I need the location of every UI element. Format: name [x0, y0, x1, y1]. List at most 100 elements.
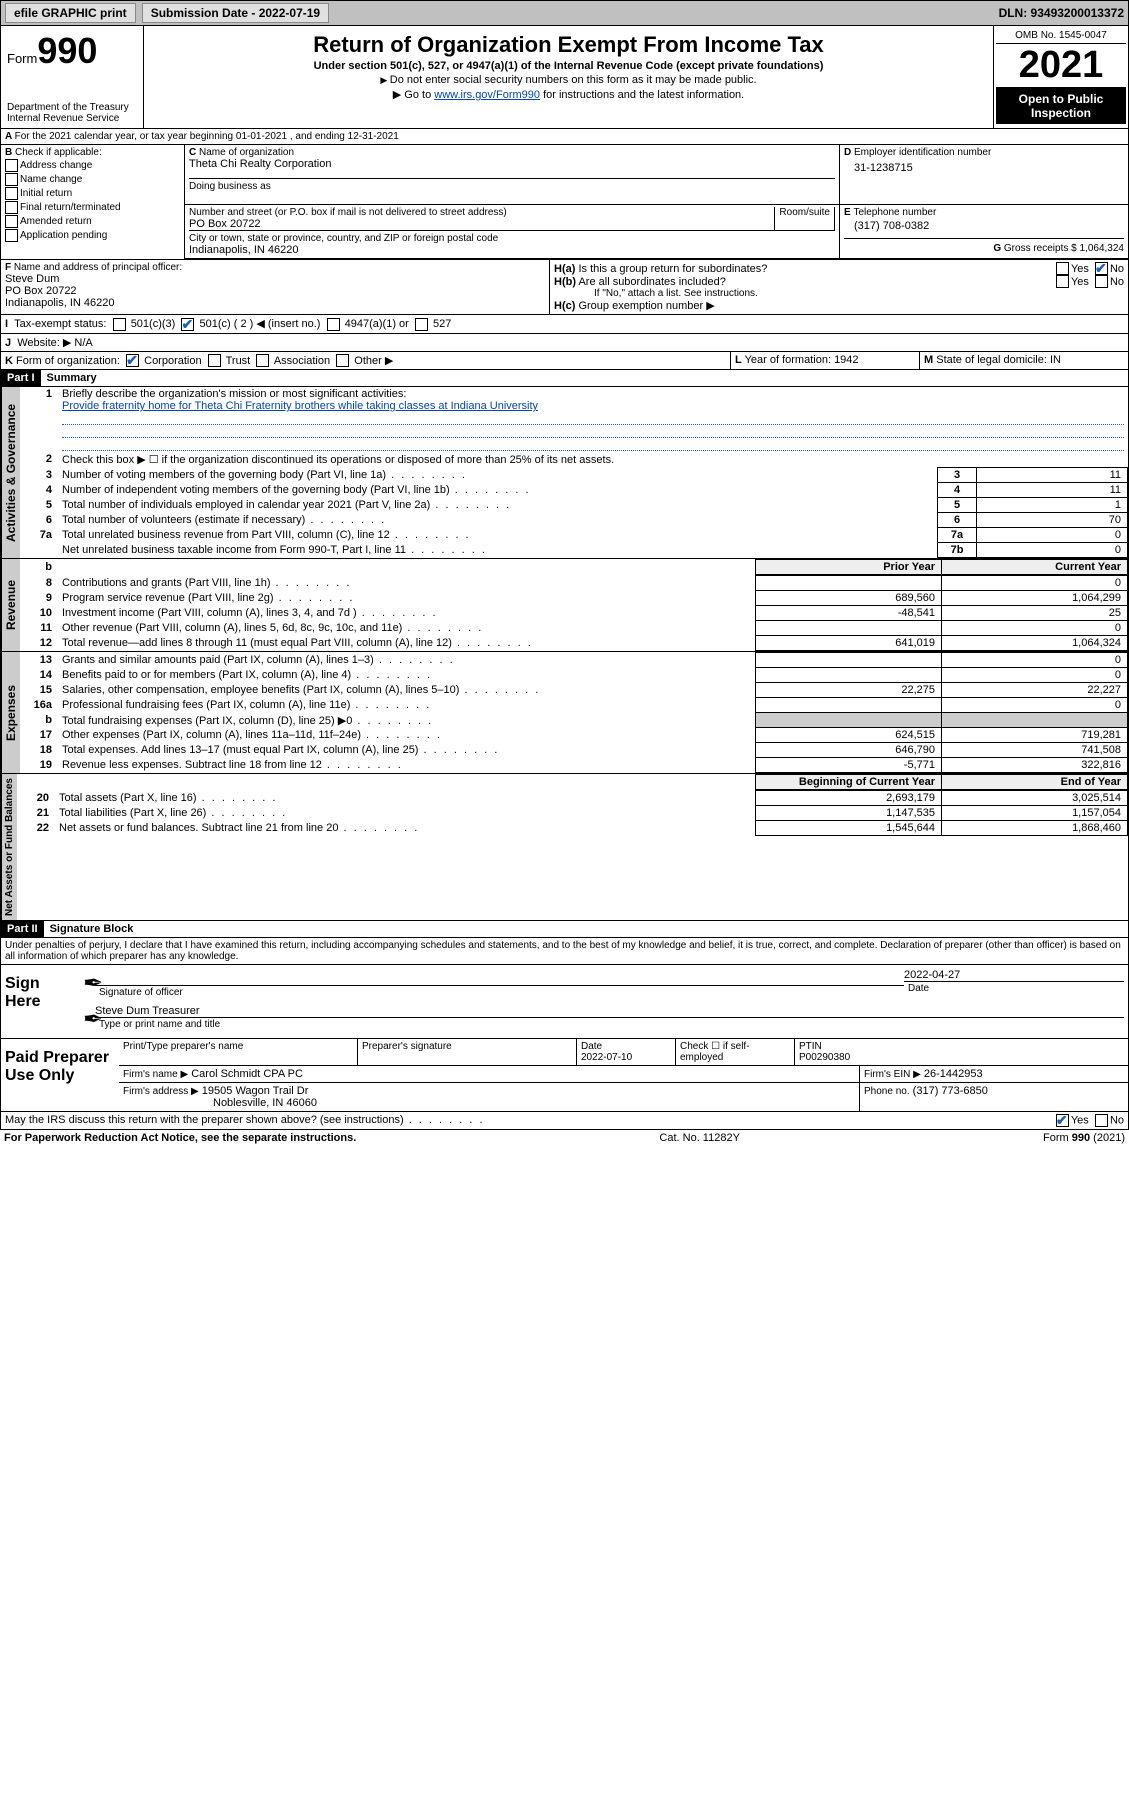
checkbox-other[interactable]: [336, 354, 349, 367]
form-number: Form990: [7, 30, 137, 72]
signature-block: Sign Here ✒ Signature of officer 2022-04…: [0, 965, 1129, 1039]
firm-phone: (317) 773-6850: [913, 1085, 988, 1097]
firm-name: Carol Schmidt CPA PC: [191, 1068, 303, 1080]
table-row: 19Revenue less expenses. Subtract line 1…: [20, 758, 1128, 773]
firm-ein: 26-1442953: [924, 1068, 983, 1080]
part-i-body: Activities & Governance 1 Briefly descri…: [0, 387, 1129, 559]
table-row: 22Net assets or fund balances. Subtract …: [17, 821, 1128, 836]
checkbox-hb-yes[interactable]: [1056, 275, 1069, 288]
street-address: PO Box 20722: [189, 218, 774, 230]
table-row: 21Total liabilities (Part X, line 26)1,1…: [17, 806, 1128, 821]
ptin-value: P00290380: [799, 1052, 850, 1063]
table-row: 18Total expenses. Add lines 13–17 (must …: [20, 743, 1128, 758]
line-klm: K Form of organization: Corporation Trus…: [0, 352, 1129, 371]
org-name: Theta Chi Realty Corporation: [189, 158, 835, 170]
dept-label: Department of the Treasury: [7, 102, 137, 113]
checkbox-discuss-no[interactable]: [1095, 1114, 1108, 1127]
netassets-block: Net Assets or Fund Balances Beginning of…: [0, 774, 1129, 921]
form-note-1: Do not enter social security numbers on …: [152, 74, 985, 86]
section-b: B Check if applicable: Address change Na…: [1, 145, 185, 259]
expenses-block: Expenses 13Grants and similar amounts pa…: [0, 652, 1129, 774]
table-row: 16aProfessional fundraising fees (Part I…: [20, 698, 1128, 713]
checkbox-4947a1[interactable]: [327, 318, 340, 331]
firm-address-2: Noblesville, IN 46060: [123, 1097, 317, 1109]
checkbox-527[interactable]: [415, 318, 428, 331]
form-title: Return of Organization Exempt From Incom…: [152, 32, 985, 58]
sign-here-label: Sign Here: [1, 965, 79, 1038]
checkbox-name-change[interactable]: [5, 173, 18, 186]
table-row: 20Total assets (Part X, line 16)2,693,17…: [17, 791, 1128, 806]
checkbox-application-pending[interactable]: [5, 229, 18, 242]
checkbox-final-return[interactable]: [5, 201, 18, 214]
table-row: 5Total number of individuals employed in…: [20, 498, 1128, 513]
table-row: bTotal fundraising expenses (Part IX, co…: [20, 713, 1128, 728]
vtab-netassets: Net Assets or Fund Balances: [1, 774, 17, 920]
telephone: (317) 708-0382: [844, 218, 1124, 238]
table-row: 17Other expenses (Part IX, column (A), l…: [20, 728, 1128, 743]
signature-date: 2022-04-27: [904, 969, 1124, 981]
year-formation: 1942: [834, 354, 858, 366]
checkbox-discuss-yes[interactable]: [1056, 1114, 1069, 1127]
signature-of-officer-label: Signature of officer: [95, 985, 904, 999]
col-eoy: End of Year: [942, 775, 1128, 790]
checkbox-ha-no[interactable]: [1095, 262, 1108, 275]
table-row: 7aTotal unrelated business revenue from …: [20, 528, 1128, 543]
website-value: N/A: [74, 337, 92, 349]
section-c: C Name of organization Theta Chi Realty …: [185, 145, 1128, 259]
col-boy: Beginning of Current Year: [756, 775, 942, 790]
may-irs-discuss: May the IRS discuss this return with the…: [0, 1112, 1129, 1130]
checkbox-ha-yes[interactable]: [1056, 262, 1069, 275]
omb-number: OMB No. 1545-0047: [996, 28, 1126, 44]
table-row: 4Number of independent voting members of…: [20, 483, 1128, 498]
officer-group-block: F Name and address of principal officer:…: [0, 260, 1129, 315]
revenue-block: Revenue b Prior Year Current Year 8Contr…: [0, 559, 1129, 652]
col-prior-year: Prior Year: [756, 560, 942, 575]
table-row: 3Number of voting members of the governi…: [20, 468, 1128, 483]
vtab-revenue: Revenue: [1, 559, 20, 651]
efile-print-button[interactable]: efile GRAPHIC print: [5, 3, 136, 23]
tax-year: 2021: [996, 44, 1126, 88]
ein: 31-1238715: [844, 158, 1124, 174]
line-a: A For the 2021 calendar year, or tax yea…: [0, 129, 1129, 145]
top-toolbar: efile GRAPHIC print Submission Date - 20…: [0, 0, 1129, 26]
checkbox-initial-return[interactable]: [5, 187, 18, 200]
line-i: I Tax-exempt status: 501(c)(3) 501(c) ( …: [0, 315, 1129, 334]
table-row: 10Investment income (Part VIII, column (…: [20, 606, 1128, 621]
perjury-declaration: Under penalties of perjury, I declare th…: [0, 938, 1129, 965]
col-current-year: Current Year: [942, 560, 1128, 575]
officer-name-title: Steve Dum Treasurer: [95, 1005, 1124, 1017]
vtab-governance: Activities & Governance: [1, 387, 20, 558]
preparer-date: 2022-07-10: [581, 1052, 632, 1063]
checkbox-association[interactable]: [256, 354, 269, 367]
checkbox-501c[interactable]: [181, 318, 194, 331]
table-row: 9Program service revenue (Part VIII, lin…: [20, 591, 1128, 606]
open-inspection-badge: Open to PublicInspection: [996, 88, 1126, 124]
form-header: Form990 Department of the Treasury Inter…: [0, 26, 1129, 129]
irs-link[interactable]: www.irs.gov/Form990: [434, 89, 540, 101]
paid-preparer-block: Paid Preparer Use Only Print/Type prepar…: [0, 1039, 1129, 1112]
mission-text[interactable]: Provide fraternity home for Theta Chi Fr…: [62, 400, 538, 412]
page-footer: For Paperwork Reduction Act Notice, see …: [0, 1130, 1129, 1146]
form-note-2: ▶ Go to www.irs.gov/Form990 for instruct…: [152, 88, 985, 101]
irs-label: Internal Revenue Service: [7, 113, 137, 124]
table-row: 15Salaries, other compensation, employee…: [20, 683, 1128, 698]
checkbox-address-change[interactable]: [5, 159, 18, 172]
checkbox-hb-no[interactable]: [1095, 275, 1108, 288]
table-row: Net unrelated business taxable income fr…: [20, 543, 1128, 558]
table-row: 12Total revenue—add lines 8 through 11 (…: [20, 636, 1128, 651]
dln-label: DLN: 93493200013372: [999, 6, 1124, 20]
checkbox-corporation[interactable]: [126, 354, 139, 367]
state-domicile: IN: [1050, 354, 1061, 366]
checkbox-amended-return[interactable]: [5, 215, 18, 228]
part-i-header: Part I Summary: [0, 370, 1129, 387]
officer-name: Steve Dum: [5, 273, 545, 285]
table-row: 6Total number of volunteers (estimate if…: [20, 513, 1128, 528]
checkbox-trust[interactable]: [208, 354, 221, 367]
submission-date-label: Submission Date - 2022-07-19: [142, 3, 329, 23]
city-state-zip: Indianapolis, IN 46220: [189, 244, 835, 256]
table-row: 8Contributions and grants (Part VIII, li…: [20, 576, 1128, 591]
checkbox-501c3[interactable]: [113, 318, 126, 331]
part-ii-header: Part II Signature Block: [0, 921, 1129, 938]
gross-receipts: 1,064,324: [1080, 243, 1125, 254]
entity-block: B Check if applicable: Address change Na…: [0, 145, 1129, 260]
